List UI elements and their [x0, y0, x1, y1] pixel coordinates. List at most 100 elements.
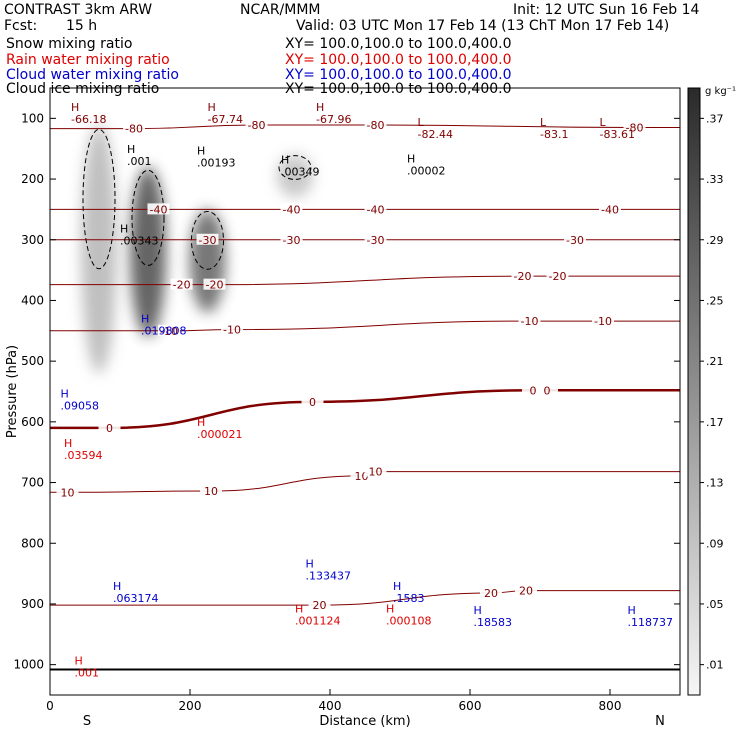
contour-label: 20	[313, 599, 327, 612]
x-tick-label: 800	[599, 699, 622, 713]
x-tick-label: 400	[319, 699, 342, 713]
extremum-marker: H	[295, 602, 303, 615]
temperature-contour	[50, 389, 680, 430]
y-tick-label: 700	[21, 476, 44, 490]
ice-contour	[191, 210, 224, 270]
org-label: NCAR/MMM	[240, 2, 321, 18]
model-title: CONTRAST 3km ARW	[4, 2, 153, 18]
xy-rain: XY= 100.0,100.0 to 100.0,400.0	[285, 52, 512, 68]
extremum-marker: H	[316, 101, 324, 114]
snow-plume	[277, 154, 313, 198]
xy-cloud-ice: XY= 100.0,100.0 to 100.0,400.0	[285, 81, 512, 97]
extremum-marker: L	[418, 116, 425, 129]
extremum-marker: H	[71, 101, 79, 114]
contour-label: 0	[309, 396, 316, 409]
extremum-marker: L	[540, 116, 547, 129]
contour-label: 10	[369, 466, 383, 479]
colorbar-label: .33	[706, 173, 724, 186]
forecast-hour: 15 h	[66, 18, 98, 34]
y-tick-label: 400	[21, 293, 44, 307]
extremum-marker: H	[386, 602, 394, 615]
extremum-value: .00349	[281, 166, 320, 179]
legend-cloud-water: Cloud water mixing ratio	[6, 67, 179, 83]
xy-cloud-water: XY= 100.0,100.0 to 100.0,400.0	[285, 67, 512, 83]
x-tick-label: 200	[179, 699, 202, 713]
extremum-value: .1583	[393, 592, 425, 605]
colorbar-label: .25	[706, 294, 724, 307]
contour-label: -30	[566, 234, 584, 247]
contour-label: -10	[160, 325, 178, 338]
extremum-marker: H	[393, 580, 401, 593]
y-tick-label: 100	[21, 111, 44, 125]
snow-plume	[189, 209, 226, 313]
valid-time: Valid: 03 UTC Mon 17 Feb 14 (13 ChT Mon …	[296, 18, 670, 34]
extremum-value: .019808	[141, 325, 187, 338]
colorbar-label: .09	[706, 537, 724, 550]
snow-plume	[81, 124, 117, 374]
y-tick-label: 1000	[13, 658, 44, 672]
extremum-marker: H	[208, 101, 216, 114]
plot-area: -80 -80 -80 -80 -40 -40 -40 -40 -30 -30 -30 -30 -20 -…	[50, 101, 680, 679]
contour-label: -10	[521, 315, 539, 328]
contour-label: -40	[601, 203, 619, 216]
extremum-marker: H	[407, 152, 415, 165]
colorbar-label: .05	[706, 598, 724, 611]
extremum-value: -66.18	[71, 113, 106, 126]
legend-cloud-ice: Cloud ice mixing ratio	[6, 81, 160, 97]
contour-label: -80	[367, 119, 385, 132]
legend-snow: Snow mixing ratio	[6, 36, 133, 52]
forecast-label: Fcst:	[4, 18, 38, 34]
contour-label: 20	[484, 587, 498, 600]
extremum-value: -83.61	[600, 128, 635, 141]
y-axis-label: Pressure (hPa)	[5, 345, 20, 438]
extremum-marker: H	[197, 145, 205, 158]
extremum-marker: H	[141, 313, 149, 326]
extremum-value: .001	[127, 155, 152, 168]
y-tick-label: 900	[21, 597, 44, 611]
extremum-marker: H	[113, 580, 121, 593]
y-tick-label: 200	[21, 172, 44, 186]
contour-label: -80	[125, 123, 143, 136]
contour-label: 0	[544, 384, 551, 397]
plot-frame	[49, 87, 681, 696]
extremum-marker: H	[75, 654, 83, 667]
y-tick-label: 300	[21, 233, 44, 247]
colorbar	[687, 87, 701, 696]
extremum-value: -82.44	[418, 128, 453, 141]
extremum-marker: H	[64, 437, 72, 450]
extremum-value: .03594	[64, 449, 103, 462]
contour-label: 0	[530, 384, 537, 397]
contour-label: -10	[594, 315, 612, 328]
snow-plume	[130, 166, 166, 337]
colorbar-label: .29	[706, 234, 724, 247]
extremum-value: .00002	[407, 164, 446, 177]
colorbar-label: .21	[706, 355, 724, 368]
y-tick-label: 800	[21, 536, 44, 550]
extremum-marker: H	[197, 416, 205, 429]
ice-contour	[82, 128, 116, 270]
x-tick-label: 600	[459, 699, 482, 713]
colorbar-unit: g kg⁻¹	[705, 86, 736, 97]
xy-snow: XY= 100.0,100.0 to 100.0,400.0	[285, 36, 512, 52]
contour-label: -10	[223, 324, 241, 337]
y-tick-label: 500	[21, 354, 44, 368]
extremum-marker: H	[61, 387, 69, 400]
contour-label: -30	[283, 234, 301, 247]
extremum-marker: L	[600, 116, 607, 129]
extremum-value: .001124	[295, 614, 341, 627]
contour-label: -80	[626, 121, 644, 134]
x-tick-label: 0	[46, 699, 54, 713]
contour-label: 10	[204, 485, 218, 498]
extremum-value: .00343	[120, 234, 159, 247]
extremum-value: .063174	[113, 592, 159, 605]
extremum-marker: H	[281, 154, 289, 167]
extremum-value: -67.96	[316, 113, 351, 126]
colorbar-label: .13	[706, 477, 724, 490]
temperature-contour	[50, 590, 680, 606]
contour-label: 10	[61, 486, 75, 499]
extremum-value: .118737	[628, 616, 674, 629]
extremum-value: .001	[75, 666, 100, 679]
extremum-value: .09058	[61, 399, 100, 412]
extremum-value: .000021	[197, 428, 243, 441]
